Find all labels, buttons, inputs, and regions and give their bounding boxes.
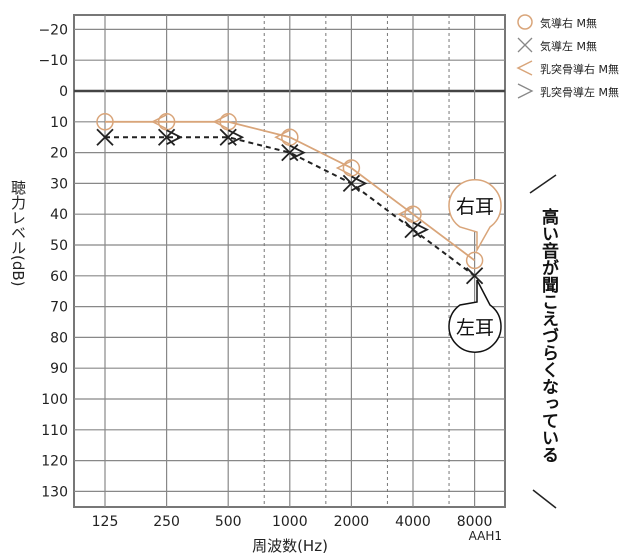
legend-label: 乳突骨導右 M無 [540,62,619,76]
grid [73,14,506,508]
y-tick-label: 120 [41,454,68,470]
series-line [105,120,476,262]
x-axis-title: 周波数(Hz) [252,537,328,555]
legend-label: 気導左 M無 [540,39,597,53]
right-ear-label: 右耳 [456,196,494,218]
y-tick-label: 130 [41,484,68,500]
y-tick-label: 110 [41,423,68,439]
y-tick-label: 20 [50,146,68,162]
circle-marker [219,113,237,131]
cross-marker [96,128,114,146]
x-tick-labels: 125 250 500 1000 2000 4000 8000 [92,514,493,530]
legend-label: 気導右 M無 [540,16,597,30]
circle-marker [404,205,422,223]
legend-cross-icon [517,37,533,53]
series-lines [105,120,476,277]
x-tick-label: 250 [153,514,180,530]
y-tick-label: −20 [38,22,68,38]
gt-marker [166,129,183,146]
legend-label: 乳突骨導左 M無 [540,85,619,99]
lt-marker [150,114,167,130]
legend-circle-icon [517,14,533,30]
circle-marker [157,113,176,131]
gt-marker [412,221,430,238]
y-tick-label: 100 [41,392,68,408]
code-label: AAH1 [469,529,502,543]
left-ear-callout: 左耳 [448,279,502,353]
circle-marker [465,251,484,270]
x-tick-label: 4000 [395,514,431,530]
y-tick-label: 40 [50,207,68,223]
y-tick-label: 30 [50,176,68,192]
gt-marker [289,144,306,161]
y-axis-title: 聴力レベル(dB) [9,180,27,287]
right-ear-callout: 右耳 [448,179,502,253]
left-ear-label: 左耳 [456,317,494,339]
y-tick-label: 10 [50,115,68,131]
circle-marker [281,128,299,146]
y-tick-label: 50 [50,238,68,254]
circle-marker [96,113,114,131]
y-tick-label: −10 [38,53,68,69]
circle-marker [342,159,361,177]
y-tick-label: 70 [50,300,68,316]
side-note: 高い音が聞こえづらくなっている [529,174,559,509]
side-note-text: 高い音が聞こえづらくなっている [538,207,559,463]
lt-marker [274,129,291,145]
gt-marker [350,175,368,192]
x-tick-label: 500 [215,514,242,530]
y-tick-label: 90 [50,361,68,377]
y-tick-label: 0 [59,84,68,100]
y-tick-label: 60 [50,269,68,285]
lt-marker [335,160,352,176]
cross-marker [465,267,484,285]
x-tick-label: 8000 [457,514,493,530]
x-tick-label: 1000 [272,514,308,530]
lt-marker [212,114,229,130]
legend-lt-icon [516,60,533,76]
y-tick-labels: −20 −10 0 10 20 30 40 50 60 70 80 90 100 110 120 130 [38,22,68,500]
series-markers [96,113,484,285]
gt-marker [227,129,245,146]
y-tick-label: 80 [50,330,68,346]
x-tick-label: 125 [92,514,119,530]
legend-gt-icon [517,83,534,99]
lt-marker [397,206,414,222]
x-tick-label: 2000 [334,514,370,530]
